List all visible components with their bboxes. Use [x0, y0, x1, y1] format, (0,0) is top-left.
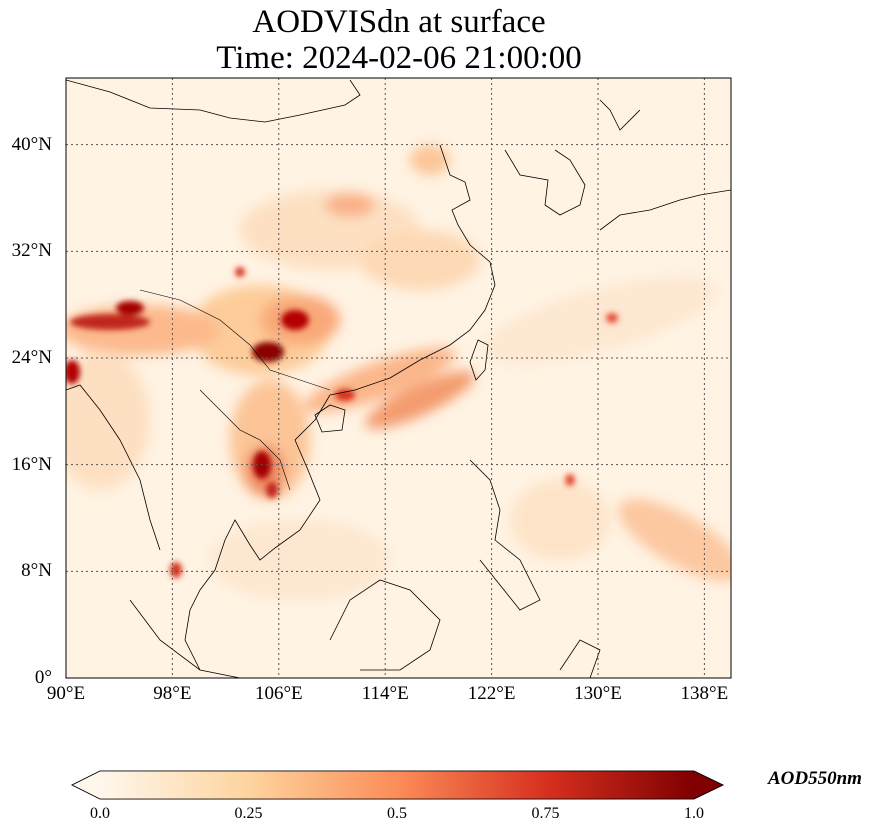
lon-tick-label: 130°E: [574, 683, 622, 704]
lat-tick-label: 40°N: [11, 133, 52, 155]
lat-tick-label: 0°: [34, 667, 52, 688]
gridlines: [66, 78, 731, 678]
colorbar-tick-label: 0.0: [90, 805, 110, 822]
lon-tick-label: 114°E: [361, 683, 409, 704]
colorbar-gradient: [100, 771, 694, 799]
map-title: AODVISdn at surface: [252, 4, 546, 40]
lat-tick-label: 24°N: [11, 347, 52, 368]
lon-tick-label: 90°E: [46, 683, 86, 704]
colorbar-tick-label: 1.0: [684, 805, 704, 822]
colorbar-extend-high: [694, 771, 723, 799]
aod-field: [66, 145, 731, 600]
lon-tick-label: 138°E: [680, 683, 729, 704]
lat-tick-label: 16°N: [11, 453, 52, 475]
colorbar-tick-label: 0.25: [234, 805, 263, 822]
lon-tick-label: 106°E: [254, 683, 303, 704]
lat-tick-label: 8°N: [21, 560, 52, 582]
colorbar-tick-label: 0.75: [531, 805, 560, 822]
colorbar-label: AOD550nm: [768, 768, 862, 789]
colorbar-tick-label: 0.5: [387, 805, 407, 822]
lon-tick-label: 122°E: [467, 683, 516, 704]
lat-tick-label: 32°N: [11, 240, 52, 262]
map-subtitle-time: Time: 2024-02-06 21:00:00: [216, 40, 582, 76]
coastlines: [66, 79, 731, 678]
lon-tick-label: 98°E: [153, 683, 192, 704]
colorbar-extend-low: [72, 771, 100, 799]
map-frame: [65, 77, 732, 679]
